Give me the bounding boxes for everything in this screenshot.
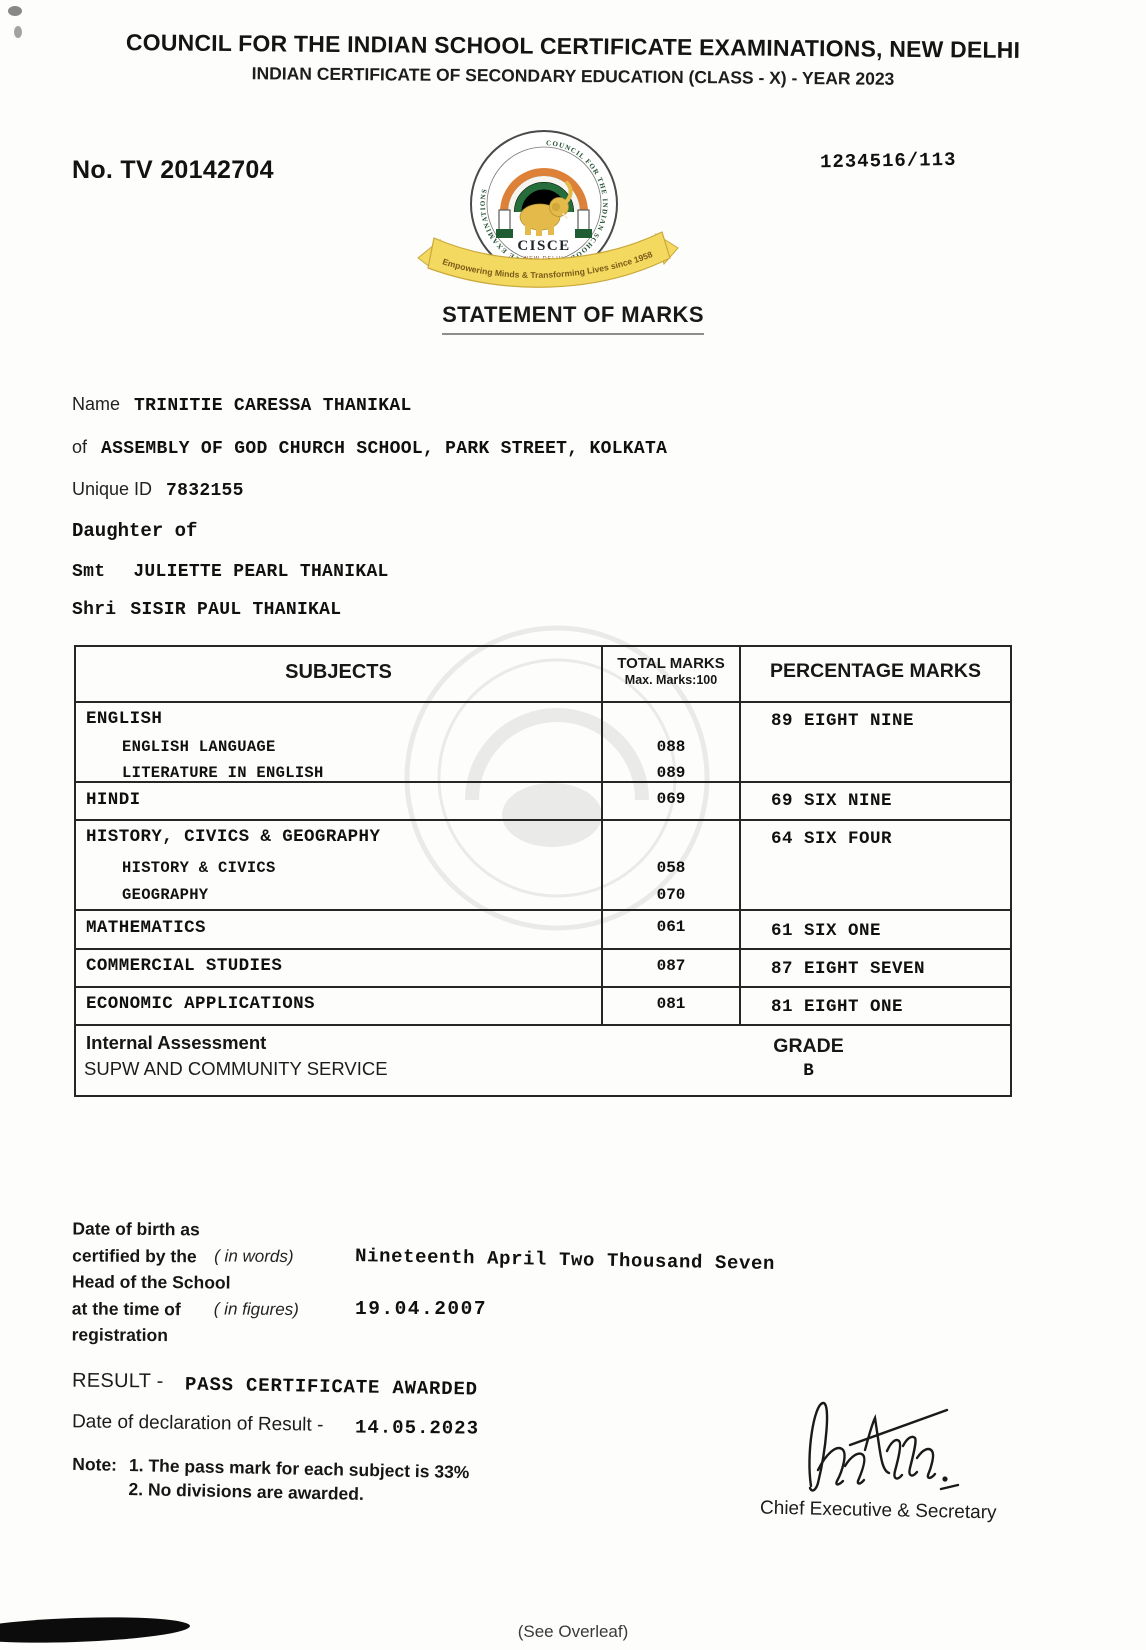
note-block: Note: 1. The pass mark for each subject …	[72, 1453, 470, 1507]
in-words-label: ( in words)	[214, 1245, 294, 1266]
father-row: Shri SISIR PAUL THANIKAL	[72, 600, 341, 620]
mother-name: JULIETTE PEARL THANIKAL	[133, 562, 389, 582]
subject-marks: 081	[656, 995, 686, 1013]
father-name: SISIR PAUL THANIKAL	[130, 600, 342, 620]
subject-marks: 061	[656, 918, 686, 936]
unique-id-value: 7832155	[166, 481, 244, 501]
total-marks-column-header: TOTAL MARKS Max. Marks:100	[603, 647, 741, 701]
document-title: STATEMENT OF MARKS	[0, 302, 1146, 335]
subject-name: ECONOMIC APPLICATIONS	[86, 994, 315, 1014]
sub-subject-marks: 070	[656, 886, 686, 904]
supw-label: SUPW AND COMMUNITY SERVICE	[84, 1058, 388, 1079]
percentage-marks: 64 SIX FOUR	[771, 829, 893, 849]
scan-speck	[8, 6, 22, 16]
see-overleaf-note: (See Overleaf)	[517, 1622, 629, 1641]
declaration-date-value: 14.05.2023	[354, 1416, 480, 1440]
subject-name: HINDI	[86, 790, 141, 810]
ribbon-banner: Empowering Minds & Transforming Lives si…	[417, 231, 679, 288]
unique-id-row: Unique ID 7832155	[72, 479, 244, 501]
seal-watermark	[404, 625, 710, 931]
sub-subject-marks: 058	[656, 859, 686, 877]
sub-subject-name: GEOGRAPHY	[122, 886, 209, 904]
declaration-date-label: Date of declaration of Result -	[71, 1411, 324, 1436]
internal-assessment-row: Internal Assessment SUPW AND COMMUNITY S…	[76, 1024, 1010, 1095]
note-label: Note:	[72, 1453, 118, 1475]
unique-id-label: Unique ID	[72, 479, 153, 499]
sub-subject-marks: 089	[656, 764, 686, 782]
percentage-marks: 61 SIX ONE	[771, 921, 882, 941]
school-row: of ASSEMBLY OF GOD CHURCH SCHOOL, PARK S…	[72, 437, 667, 459]
result-value: PASS CERTIFICATE AWARDED	[184, 1373, 479, 1401]
percentage-marks: 89 EIGHT NINE	[771, 711, 915, 731]
subject-name: ENGLISH	[86, 709, 163, 729]
of-label: of	[72, 437, 88, 457]
subject-marks: 087	[656, 957, 686, 975]
dob-label-line: registration	[71, 1324, 169, 1346]
sub-subject-name: HISTORY & CIVICS	[122, 859, 276, 877]
subjects-column-header: SUBJECTS	[76, 647, 603, 701]
signature-handwriting	[808, 1401, 960, 1492]
percentage-marks: 81 EIGHT ONE	[771, 997, 904, 1017]
percentage-marks: 87 EIGHT SEVEN	[771, 959, 926, 979]
student-name-row: Name TRINITIE CARESSA THANIKAL	[72, 394, 412, 416]
sub-subject-marks: 088	[656, 738, 686, 756]
dob-label-line: certified by the ( in words)	[72, 1244, 293, 1273]
exam-subtitle: INDIAN CERTIFICATE OF SECONDARY EDUCATIO…	[251, 63, 895, 89]
in-figures-label: ( in figures)	[213, 1298, 299, 1319]
subject-name: HISTORY, CIVICS & GEOGRAPHY	[86, 827, 381, 847]
table-header-row: SUBJECTS TOTAL MARKS Max. Marks:100 PERC…	[76, 647, 1010, 701]
subject-marks: 069	[656, 790, 686, 808]
subject-name: MATHEMATICS	[86, 918, 206, 938]
sub-subject-name: LITERATURE IN ENGLISH	[122, 764, 324, 782]
dob-block: Date of birth as certified by the ( in w…	[71, 1218, 299, 1352]
elephant-icon	[519, 181, 573, 236]
mother-row: Smt JULIETTE PEARL THANIKAL	[72, 562, 389, 582]
dob-label-line: Head of the School	[71, 1271, 231, 1293]
relation-label: Daughter of	[72, 520, 198, 542]
scan-speck	[14, 26, 22, 38]
document-title-text: STATEMENT OF MARKS	[442, 302, 704, 335]
total-marks-label: TOTAL MARKS	[617, 655, 725, 672]
table-row: HISTORY, CIVICS & GEOGRAPHY HISTORY & CI…	[76, 819, 1010, 909]
percentage-marks: 69 SIX NINE	[771, 791, 893, 811]
dob-in-words: Nineteenth April Two Thousand Seven	[354, 1244, 776, 1276]
dob-in-figures: 19.04.2007	[355, 1298, 488, 1320]
dob-certified-label: certified by the	[72, 1244, 197, 1266]
table-row: HINDI 069 69 SIX NINE	[76, 781, 1010, 819]
mother-label: Smt	[72, 562, 106, 582]
result-label: RESULT -	[71, 1369, 164, 1393]
table-row: ENGLISH ENGLISH LANGUAGE LITERATURE IN E…	[76, 701, 1010, 782]
cisce-seal-logo: COUNCIL FOR THE INDIAN SCHOOL CERTIFICAT…	[470, 130, 618, 278]
table-row: COMMERCIAL STUDIES 087 87 EIGHT SEVEN	[76, 948, 1010, 986]
table-row: ECONOMIC APPLICATIONS 081 81 EIGHT ONE	[76, 986, 1010, 1024]
grade-value: B	[803, 1061, 814, 1081]
dob-label-line: Date of birth as	[72, 1218, 200, 1240]
signatory-title: Chief Executive & Secretary	[759, 1497, 997, 1524]
seal-acronym: CISCE	[517, 238, 570, 254]
sub-subject-name: ENGLISH LANGUAGE	[122, 738, 276, 756]
school-name: ASSEMBLY OF GOD CHURCH SCHOOL, PARK STRE…	[101, 439, 668, 459]
note-line-2: 2. No divisions are awarded.	[128, 1479, 365, 1504]
subject-name: COMMERCIAL STUDIES	[86, 956, 283, 976]
percentage-column-header: PERCENTAGE MARKS	[770, 660, 981, 682]
council-title: COUNCIL FOR THE INDIAN SCHOOL CERTIFICAT…	[125, 29, 1021, 63]
serial-number: 1234516/113	[819, 148, 957, 174]
max-marks-label: Max. Marks:100	[624, 673, 718, 687]
father-label: Shri	[72, 600, 117, 620]
certificate-number: No. TV 20142704	[72, 156, 274, 184]
marks-table: SUBJECTS TOTAL MARKS Max. Marks:100 PERC…	[74, 645, 1012, 1097]
dob-label-line: at the time of ( in figures)	[71, 1297, 299, 1326]
student-name: TRINITIE CARESSA THANIKAL	[134, 396, 412, 416]
seal-pillars	[496, 209, 592, 238]
dob-time-label: at the time of	[71, 1297, 181, 1319]
internal-assessment-label: Internal Assessment	[86, 1032, 267, 1053]
grade-label: GRADE	[773, 1035, 844, 1057]
grade-cell: GRADE B	[621, 1026, 996, 1081]
table-row: MATHEMATICS 061 61 SIX ONE	[76, 909, 1010, 948]
note-line-1: 1. The pass mark for each subject is 33%	[128, 1455, 470, 1483]
name-label: Name	[72, 394, 121, 414]
